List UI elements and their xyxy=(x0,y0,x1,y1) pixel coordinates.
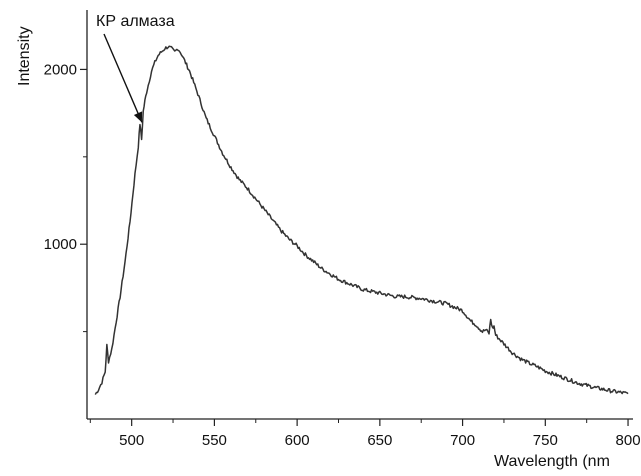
labels-layer: Wavelength (nm Intensity КР алмаза xyxy=(16,13,610,470)
y-axis-title: Intensity xyxy=(16,26,33,86)
annotation-diamond-raman-label: КР алмаза xyxy=(96,13,175,30)
x-tick-label: 700 xyxy=(450,432,475,449)
annotation-arrow-line xyxy=(103,33,143,123)
y-tick-label: 2000 xyxy=(44,61,77,78)
x-axis-title: Wavelength (nm xyxy=(494,453,610,470)
axes-layer: 500 550 600 650 700 750 800 1000 2000 xyxy=(44,10,641,449)
x-tick-label: 600 xyxy=(285,432,310,449)
x-tick-label: 650 xyxy=(367,432,392,449)
x-tick-label: 500 xyxy=(119,432,144,449)
x-tick-label: 550 xyxy=(202,432,227,449)
spectrum-line xyxy=(94,45,629,395)
x-tick-label: 800 xyxy=(616,432,641,449)
y-tick-label: 1000 xyxy=(44,236,77,253)
series-layer xyxy=(94,45,629,395)
annotation-arrowhead xyxy=(133,111,143,123)
x-tick-label: 750 xyxy=(533,432,558,449)
